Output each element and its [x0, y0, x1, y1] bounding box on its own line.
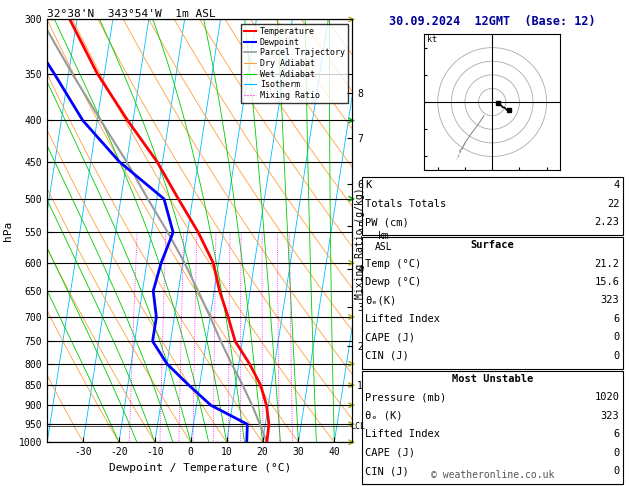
- Text: Surface: Surface: [470, 240, 514, 250]
- Text: CAPE (J): CAPE (J): [365, 332, 415, 343]
- X-axis label: Dewpoint / Temperature (°C): Dewpoint / Temperature (°C): [109, 463, 291, 473]
- Text: 32°38'N  343°54'W  1m ASL: 32°38'N 343°54'W 1m ASL: [47, 9, 216, 18]
- Y-axis label: km
ASL: km ASL: [375, 231, 392, 252]
- Text: 21.2: 21.2: [594, 259, 620, 269]
- Text: PW (cm): PW (cm): [365, 217, 409, 227]
- Text: Dewp (°C): Dewp (°C): [365, 277, 421, 287]
- Text: Pressure (mb): Pressure (mb): [365, 392, 446, 402]
- Text: CIN (J): CIN (J): [365, 466, 409, 476]
- Text: Mixing Ratio (g/kg): Mixing Ratio (g/kg): [355, 187, 365, 299]
- Text: θₑ (K): θₑ (K): [365, 411, 403, 421]
- Text: 4: 4: [613, 180, 620, 191]
- Text: 0: 0: [613, 466, 620, 476]
- Text: 30.09.2024  12GMT  (Base: 12): 30.09.2024 12GMT (Base: 12): [389, 15, 596, 28]
- Text: CAPE (J): CAPE (J): [365, 448, 415, 458]
- Text: kt: kt: [427, 35, 437, 44]
- Text: K: K: [365, 180, 371, 191]
- Text: 6: 6: [613, 314, 620, 324]
- Text: 323: 323: [601, 411, 620, 421]
- Text: 22: 22: [607, 199, 620, 209]
- Text: 1020: 1020: [594, 392, 620, 402]
- Text: 323: 323: [601, 295, 620, 306]
- Text: 0: 0: [613, 332, 620, 343]
- Y-axis label: hPa: hPa: [3, 221, 13, 241]
- Legend: Temperature, Dewpoint, Parcel Trajectory, Dry Adiabat, Wet Adiabat, Isotherm, Mi: Temperature, Dewpoint, Parcel Trajectory…: [240, 24, 348, 103]
- Text: 2.23: 2.23: [594, 217, 620, 227]
- Text: LCL: LCL: [350, 421, 365, 431]
- Text: θₑ(K): θₑ(K): [365, 295, 396, 306]
- Text: Totals Totals: Totals Totals: [365, 199, 446, 209]
- Text: Most Unstable: Most Unstable: [452, 374, 533, 384]
- Text: Lifted Index: Lifted Index: [365, 429, 440, 439]
- Text: 15.6: 15.6: [594, 277, 620, 287]
- Text: 0: 0: [613, 351, 620, 361]
- Text: 6: 6: [613, 429, 620, 439]
- Text: CIN (J): CIN (J): [365, 351, 409, 361]
- Text: © weatheronline.co.uk: © weatheronline.co.uk: [430, 470, 554, 480]
- Text: Lifted Index: Lifted Index: [365, 314, 440, 324]
- Text: 0: 0: [613, 448, 620, 458]
- Text: Temp (°C): Temp (°C): [365, 259, 421, 269]
